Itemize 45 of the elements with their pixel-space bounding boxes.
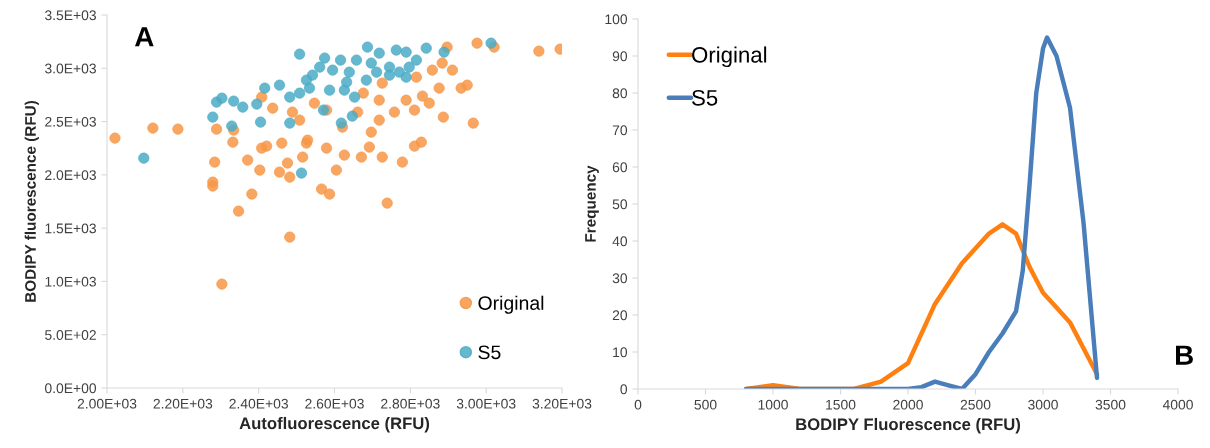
x-axis-title: Autofluorescence (RFU): [239, 416, 430, 433]
x-axis-title: BODIPY Fluorescence (RFU): [796, 417, 1021, 434]
y-tick-label: 100: [605, 14, 628, 25]
y-tick-label: 0: [620, 384, 628, 395]
legend-label: Original: [692, 46, 767, 68]
x-tick-label: 2.80E+03: [381, 398, 440, 409]
y-tick-label: 90: [612, 51, 628, 62]
y-tick-label: 50: [612, 199, 628, 210]
x-tick-label: 500: [694, 399, 717, 410]
x-tick-label: 2.00E+03: [77, 398, 137, 409]
y-axis-title: Frequency: [585, 165, 599, 242]
legend-label: Original: [478, 295, 544, 314]
annotation: B: [1176, 345, 1193, 365]
y-tick-label: 1.0E+03: [45, 276, 96, 287]
x-tick-label: 0: [634, 399, 642, 410]
x-tick-label: 2000: [893, 399, 923, 410]
y-tick-label: 2.5E+03: [45, 116, 96, 127]
legend-label: S5: [478, 345, 501, 360]
x-tick-label: 3500: [1095, 399, 1126, 410]
x-tick-label: 2.20E+03: [153, 398, 213, 409]
legend-label: S5: [692, 89, 718, 106]
x-tick-label: 2500: [960, 399, 991, 410]
x-tick-label: 3000: [1028, 399, 1058, 410]
x-tick-label: 3.00E+03: [456, 398, 516, 409]
y-tick-label: 3.5E+03: [44, 10, 96, 21]
y-tick-label: 0.0E+00: [45, 383, 97, 394]
x-tick-label: 1500: [826, 399, 856, 410]
y-tick-label: 5.0E+02: [45, 330, 96, 340]
y-tick-label: 80: [612, 88, 628, 99]
y-tick-label: 40: [612, 236, 628, 247]
y-tick-label: 20: [612, 310, 628, 321]
y-tick-label: 30: [612, 273, 628, 284]
x-tick-label: 4000: [1162, 399, 1193, 410]
x-tick-label: 1000: [758, 399, 788, 410]
y-tick-label: 2.0E+03: [45, 170, 96, 181]
x-tick-label: 2.40E+03: [229, 398, 288, 409]
y-axis-title: BODIPY fluorescence (RFU): [24, 100, 39, 302]
y-tick-label: 60: [612, 162, 628, 173]
x-tick-label: 3.20E+03: [532, 398, 592, 409]
x-tick-label: 2.60E+03: [305, 398, 364, 409]
y-tick-label: 1.5E+03: [45, 223, 96, 234]
annotation: A: [134, 27, 154, 47]
y-tick-label: 3.0E+03: [44, 63, 96, 74]
y-tick-label: 70: [612, 125, 628, 136]
y-tick-label: 10: [613, 347, 628, 358]
